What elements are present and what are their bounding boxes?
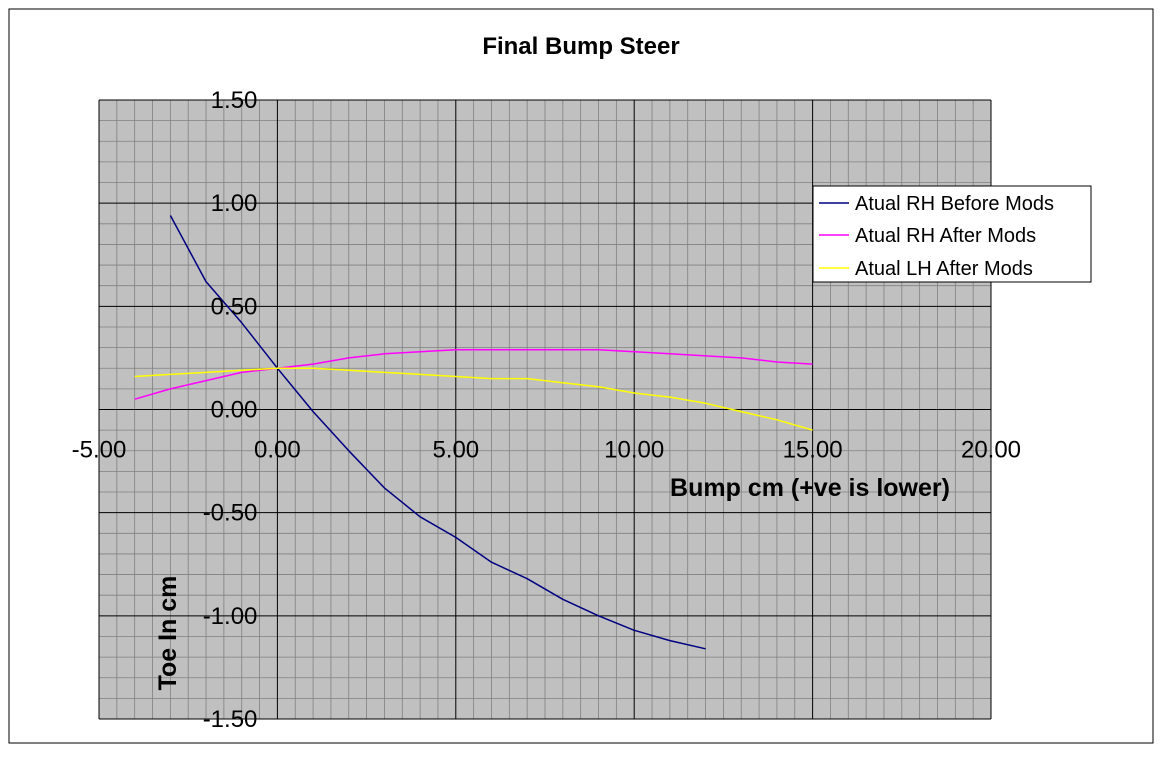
y-tick-label: 1.50 [211, 87, 258, 114]
y-axis-label: Toe In cm [154, 576, 182, 691]
legend-box [812, 185, 1092, 283]
y-tick-labels: 1.50 1.00 0.50 0.00 -0.50 -1.00 -1.50 [203, 87, 258, 733]
x-tick-label: 15.00 [783, 437, 843, 464]
legend: Atual RH Before Mods Atual RH After Mods… [812, 185, 1092, 283]
series-line-1 [134, 348, 813, 400]
series-lines [134, 215, 813, 650]
chart-title: Final Bump Steer [482, 33, 679, 60]
legend-label-0: Atual RH Before Mods [855, 193, 1054, 215]
x-tick-label: 10.00 [604, 437, 664, 464]
x-axis-label: Bump cm (+ve is lower) [670, 474, 950, 502]
y-tick-label: 1.00 [211, 190, 258, 217]
x-tick-labels: -5.00 0.00 5.00 10.00 15.00 20.00 [72, 437, 1021, 464]
x-tick-label: 0.00 [254, 437, 301, 464]
series-line-0 [169, 215, 706, 650]
y-tick-label: 0.50 [211, 293, 258, 320]
x-tick-label: -5.00 [72, 437, 127, 464]
x-tick-label: 5.00 [432, 437, 479, 464]
y-tick-label: -0.50 [203, 500, 258, 527]
legend-label-1: Atual RH After Mods [855, 225, 1036, 247]
x-tick-label: 20.00 [961, 437, 1021, 464]
legend-label-2: Atual LH After Mods [855, 258, 1033, 280]
y-tick-label: -1.00 [203, 603, 258, 630]
y-tick-label: -1.50 [203, 706, 258, 733]
y-tick-label: 0.00 [211, 397, 258, 424]
series-line-2 [134, 367, 813, 431]
